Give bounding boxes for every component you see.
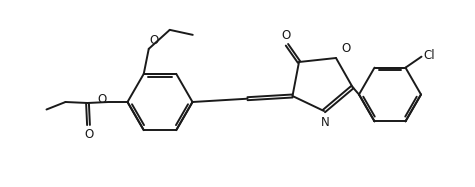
Text: N: N bbox=[321, 116, 329, 129]
Text: O: O bbox=[341, 42, 350, 55]
Text: O: O bbox=[150, 34, 159, 47]
Text: O: O bbox=[84, 128, 93, 141]
Text: Cl: Cl bbox=[423, 49, 435, 62]
Text: O: O bbox=[97, 93, 106, 105]
Text: O: O bbox=[281, 29, 291, 42]
